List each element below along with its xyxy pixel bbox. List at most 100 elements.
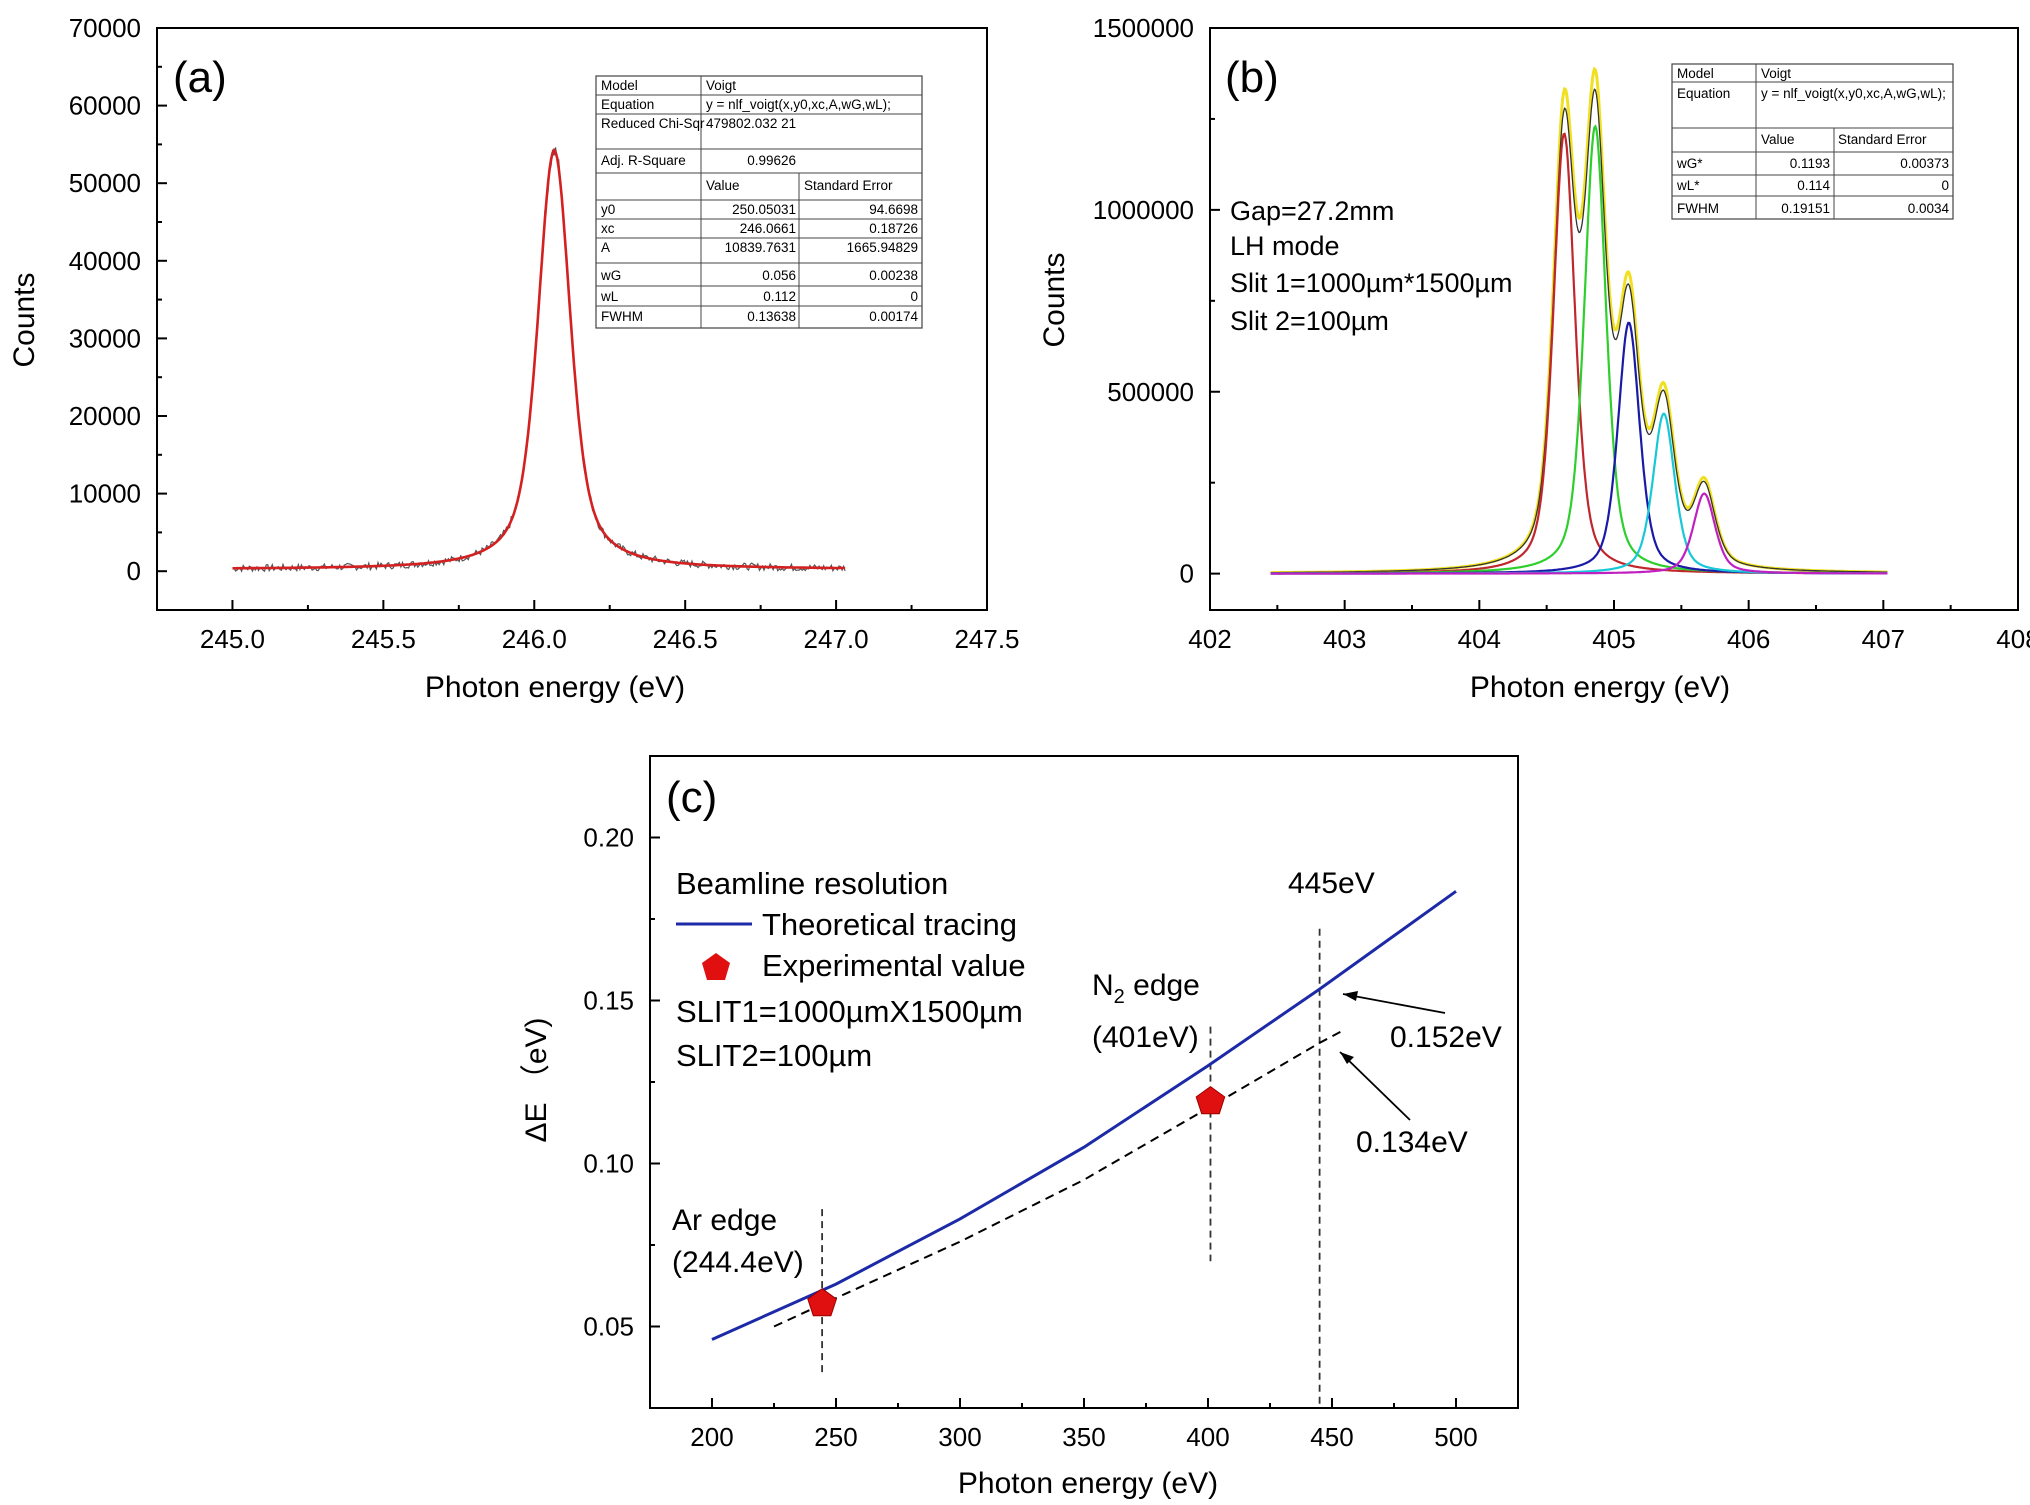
y-tick-label: 70000 [69,13,141,43]
x-tick-label: 350 [1062,1422,1105,1452]
panel-a-frame [156,27,988,611]
svg-text:0.13638: 0.13638 [747,309,796,324]
panel-a-y-title: Counts [8,272,41,367]
panel-a-label: (a) [173,53,227,102]
x-tick-label: 245.5 [351,624,416,654]
x-tick-label: 300 [938,1422,981,1452]
svg-text:FWHM: FWHM [601,309,643,324]
panel-a: 245.0 245.5 246.0 246.5 247.0 247.5 0 10000 200… [8,13,1020,704]
x-tick-label: 407 [1862,624,1905,654]
svg-text:0.00174: 0.00174 [869,309,918,324]
y-tick-label: 20000 [69,401,141,431]
panel-a-x-ticks: 245.0 245.5 246.0 246.5 247.0 247.5 [200,600,1020,654]
x-tick-label: 405 [1592,624,1635,654]
ar-edge-label: Ar edge [672,1204,777,1237]
panel-b-x-ticks: 402 403 404 405 406 407 408 [1188,600,2030,654]
measured-spectrum-line [1270,88,1888,574]
x-tick-label: 200 [690,1422,733,1452]
x-tick-label: 400 [1186,1422,1229,1452]
svg-text:0.0034: 0.0034 [1908,201,1950,216]
y-tick-label: 0 [1180,559,1194,589]
x-tick-label: 247.5 [954,624,1019,654]
y-tick-label: 1000000 [1093,195,1194,225]
svg-text:Slit 2=100µm: Slit 2=100µm [1230,306,1389,336]
component-peak-5 [1270,492,1888,575]
svg-text:xc: xc [601,221,615,236]
svg-text:0.00238: 0.00238 [869,268,918,283]
panel-c-legend: Beamline resolution Theoretical tracing … [676,866,1026,1073]
arrow-0152 [1342,993,1446,1014]
panel-a-y-ticks: 0 10000 20000 30000 40000 50000 60000 70000 [69,13,167,586]
panel-c-curves [711,890,1457,1408]
x-tick-label: 404 [1458,624,1501,654]
x-tick-label: 500 [1434,1422,1477,1452]
svg-text:Adj. R-Square: Adj. R-Square [601,153,686,168]
x-tick-label: 245.0 [200,624,265,654]
arrow-0134 [1339,1051,1411,1121]
legend-slit2: SLIT2=100µm [676,1038,872,1073]
svg-text:Equation: Equation [601,97,654,112]
panel-b: 402 403 404 405 406 407 408 0 500000 1000000 1500… [1038,13,2030,704]
voigt-fit-line [232,147,846,570]
panel-c-y-title: ΔE （eV) [520,1017,553,1142]
panel-a-fit-table: Model Voigt Equation y = nlf_voigt(x,y0,… [595,75,923,329]
component-peak-4 [1270,412,1888,575]
y-tick-label: 60000 [69,91,141,121]
svg-text:wG*: wG* [1676,156,1703,171]
svg-text:Slit 1=1000µm*1500µm: Slit 1=1000µm*1500µm [1230,268,1513,298]
svg-text:Model: Model [1677,66,1714,81]
panel-c-x-ticks: 200 250 300 350 400 450 500 [690,1398,1478,1452]
x-tick-label: 246.0 [502,624,567,654]
svg-text:A: A [601,240,610,255]
theoretical-tracing-line [711,890,1457,1341]
svg-text:y = nlf_voigt(x,y0,xc,A,wG,wL): y = nlf_voigt(x,y0,xc,A,wG,wL); [1761,86,1946,101]
x-tick-label: 250 [814,1422,857,1452]
experimental-trend-line [773,1028,1345,1328]
svg-text:Standard Error: Standard Error [1838,132,1927,147]
panel-b-fit-table: Model Voigt Equation y = nlf_voigt(x,y0,… [1671,63,1954,220]
svg-text:0: 0 [910,289,918,304]
panel-b-y-title: Counts [1038,252,1071,347]
svg-text:Voigt: Voigt [1761,66,1791,81]
svg-text:Gap=27.2mm: Gap=27.2mm [1230,196,1394,226]
panel-b-y-ticks: 0 500000 1000000 1500000 [1093,13,1220,589]
panel-b-label: (b) [1225,53,1279,102]
legend-slit1: SLIT1=1000µmX1500µm [676,994,1023,1029]
svg-text:1665.94829: 1665.94829 [847,240,918,255]
panel-b-x-title: Photon energy (eV) [1470,671,1730,704]
svg-text:Value: Value [706,178,740,193]
panel-c-y-ticks: 0.05 0.10 0.15 0.20 [583,823,660,1342]
svg-text:0.056: 0.056 [762,268,796,283]
y-tick-label: 30000 [69,323,141,353]
arrow-0134-head [1340,1052,1354,1064]
svg-text:479802.032 21: 479802.032 21 [706,116,796,131]
y-tick-label: 0.10 [583,1149,634,1179]
svg-text:0.19151: 0.19151 [1781,201,1830,216]
panel-b-notes: Gap=27.2mm LH mode Slit 1=1000µm*1500µm … [1230,196,1513,336]
svg-text:y = nlf_voigt(x,y0,xc,A,wG,wL): y = nlf_voigt(x,y0,xc,A,wG,wL); [706,97,891,112]
x-tick-label: 247.0 [804,624,869,654]
svg-text:246.0661: 246.0661 [740,221,796,236]
svg-text:Voigt: Voigt [706,78,736,93]
svg-text:10839.7631: 10839.7631 [725,240,796,255]
panel-b-curves [1270,66,1888,575]
ar-edge-value: (244.4eV) [672,1246,804,1279]
y-tick-label: 0.15 [583,986,634,1016]
y-tick-label: 0.05 [583,1312,634,1342]
svg-text:Reduced Chi-Sqr: Reduced Chi-Sqr [601,116,705,131]
svg-text:wL: wL [600,289,619,304]
svg-text:94.6698: 94.6698 [869,202,918,217]
panel-c: 200 250 300 350 400 450 500 0.05 0.10 0.15 0.20 (… [520,755,1519,1500]
panel-a-x-title: Photon energy (eV) [425,671,685,704]
svg-text:0.99626: 0.99626 [747,153,796,168]
value-0134-label: 0.134eV [1356,1126,1468,1159]
svg-text:250.05031: 250.05031 [732,202,796,217]
n2-edge-value: (401eV) [1092,1021,1199,1054]
y-tick-label: 0.20 [583,823,634,853]
legend-marker-swatch [702,953,730,980]
panel-a-curves [232,147,846,573]
component-peak-3 [1270,321,1888,575]
svg-text:0.18726: 0.18726 [869,221,918,236]
svg-text:Equation: Equation [1677,86,1730,101]
